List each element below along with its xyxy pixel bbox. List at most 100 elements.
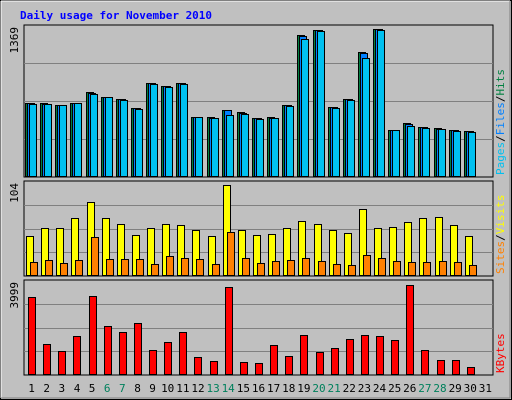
x-tick-label: 1 [28, 382, 35, 395]
legend-entry-: / [494, 234, 507, 241]
x-tick-label: 31 [479, 382, 492, 395]
bar-sites-day-22 [348, 265, 356, 276]
bar-pages-day-6 [105, 97, 113, 177]
series-sites [30, 232, 477, 276]
bar-kbytes-day-23 [361, 335, 369, 375]
bar-sites-day-9 [151, 264, 159, 276]
legend-entry-files: Files [494, 102, 507, 135]
bar-pages-day-22 [347, 100, 355, 177]
bar-pages-day-29 [453, 131, 461, 177]
bar-pages-day-21 [332, 108, 340, 177]
x-tick-label: 17 [267, 382, 280, 395]
x-tick-label: 19 [297, 382, 310, 395]
bar-sites-day-11 [181, 258, 189, 276]
bar-sites-day-25 [393, 261, 401, 276]
bar-pages-day-27 [422, 128, 430, 177]
x-tick-label: 24 [373, 382, 387, 395]
bar-kbytes-day-24 [376, 336, 384, 375]
panel-middle-legend: Sites/Visits [494, 195, 507, 275]
panel-top-max-label: 1369 [8, 27, 21, 54]
x-tick-label: 6 [104, 382, 111, 395]
bar-pages-day-3 [59, 105, 67, 177]
bar-kbytes-day-12 [194, 357, 202, 375]
legend-entry-visits: Visits [494, 195, 507, 235]
panel-bottom: 3999 KBytes [8, 279, 507, 376]
bar-pages-day-18 [286, 106, 294, 177]
chart-panels: 1369Pages/Files/Hits104Sites/Visits3999K… [8, 24, 507, 376]
bar-kbytes-day-8 [134, 323, 142, 375]
legend-entry-sites: Sites [494, 241, 507, 274]
bar-sites-day-5 [91, 237, 99, 276]
bar-kbytes-day-21 [331, 348, 339, 375]
bar-kbytes-day-4 [73, 336, 81, 375]
bar-sites-day-8 [136, 259, 144, 276]
bar-kbytes-day-9 [149, 350, 157, 375]
bar-kbytes-day-3 [58, 351, 66, 375]
bar-sites-day-30 [469, 265, 477, 276]
panel-middle-max-label: 104 [8, 183, 21, 203]
bar-sites-day-2 [45, 260, 53, 276]
bar-sites-day-15 [242, 258, 250, 276]
x-tick-label: 7 [119, 382, 126, 395]
bar-sites-day-4 [75, 260, 83, 276]
bar-kbytes-day-2 [43, 344, 51, 375]
bar-pages-day-19 [301, 39, 309, 177]
x-tick-label: 14 [222, 382, 236, 395]
bar-kbytes-day-6 [104, 326, 112, 375]
legend-entry-: / [494, 135, 507, 142]
bar-kbytes-day-13 [210, 361, 218, 375]
x-tick-label: 18 [282, 382, 295, 395]
bar-kbytes-day-29 [452, 360, 460, 375]
bar-sites-day-6 [106, 259, 114, 276]
panel-middle: 104 Sites/Visits [8, 180, 507, 277]
bar-sites-day-3 [60, 263, 68, 276]
series-pages [29, 30, 476, 177]
bar-pages-day-7 [120, 100, 128, 177]
x-tick-label: 20 [312, 382, 325, 395]
bar-pages-day-23 [362, 58, 370, 177]
bar-sites-day-1 [30, 262, 38, 276]
x-tick-label: 16 [252, 382, 265, 395]
x-tick-label: 2 [43, 382, 50, 395]
bar-kbytes-day-15 [240, 362, 248, 375]
x-axis-labels: 1 2 3 4 5 6 7 8 9 10 11 12 13 14 15 16 17 18 19 20 21 22 23 24 2… [28, 382, 492, 395]
bar-kbytes-day-17 [270, 345, 278, 375]
bar-kbytes-day-5 [89, 296, 97, 375]
bar-kbytes-day-1 [28, 297, 36, 375]
bar-sites-day-13 [212, 264, 220, 276]
bar-sites-day-20 [318, 261, 326, 276]
bar-kbytes-day-22 [346, 339, 354, 375]
panel-top-legend: Pages/Files/Hits [494, 69, 507, 175]
bar-kbytes-day-28 [437, 360, 445, 375]
bar-sites-day-7 [121, 259, 129, 276]
bar-pages-day-20 [317, 31, 325, 177]
x-tick-label: 3 [58, 382, 65, 395]
x-tick-label: 15 [237, 382, 250, 395]
x-tick-label: 9 [149, 382, 156, 395]
bar-kbytes-day-20 [316, 352, 324, 375]
bar-pages-day-28 [438, 129, 446, 177]
bar-kbytes-day-27 [421, 350, 429, 375]
bar-kbytes-day-25 [391, 340, 399, 375]
bar-sites-day-24 [378, 258, 386, 276]
legend-entry-pages: Pages [494, 142, 507, 175]
x-tick-label: 30 [464, 382, 477, 395]
x-tick-label: 13 [206, 382, 219, 395]
bar-pages-day-2 [44, 104, 52, 177]
x-tick-label: 22 [343, 382, 356, 395]
bar-sites-day-21 [333, 264, 341, 276]
bar-pages-day-11 [180, 84, 188, 177]
bar-pages-day-5 [90, 94, 98, 177]
bar-pages-day-1 [29, 104, 37, 177]
bar-sites-day-10 [166, 256, 174, 276]
x-tick-label: 26 [403, 382, 416, 395]
x-tick-label: 25 [388, 382, 401, 395]
bar-kbytes-day-10 [164, 342, 172, 375]
bar-pages-day-25 [392, 130, 400, 177]
bar-kbytes-day-30 [467, 367, 475, 375]
x-tick-label: 21 [327, 382, 340, 395]
bar-pages-day-10 [165, 87, 173, 177]
x-tick-label: 29 [449, 382, 462, 395]
bar-pages-day-26 [407, 126, 415, 177]
x-tick-label: 11 [176, 382, 189, 395]
